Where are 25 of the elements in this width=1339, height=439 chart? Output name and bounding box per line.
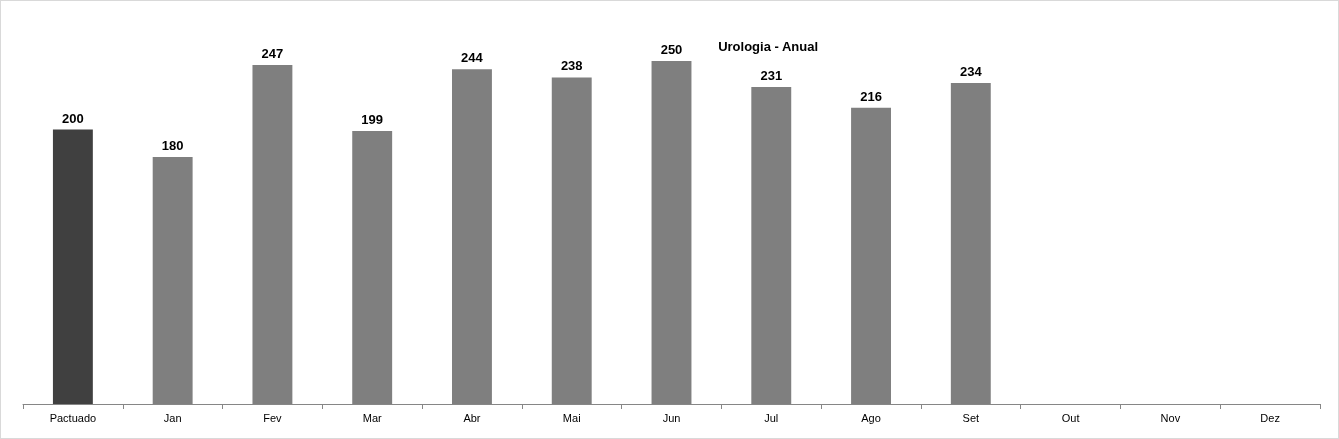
x-tick-label: Dez	[1260, 411, 1280, 424]
data-label: 234	[959, 63, 983, 79]
data-label: 216	[860, 88, 882, 104]
data-label: 247	[261, 46, 284, 62]
data-label: 180	[161, 138, 184, 154]
chart-title: Urologia - Anual	[718, 39, 819, 54]
x-tick-label: Jun	[662, 411, 681, 424]
x-tick-label: Jul	[764, 411, 779, 424]
data-label: 238	[560, 58, 583, 74]
x-tick-label: Jan	[163, 411, 182, 424]
x-tick-label: Nov	[1160, 411, 1181, 424]
data-label: 231	[760, 68, 783, 84]
x-tick-label: Mai	[562, 411, 581, 424]
data-label: 250	[660, 42, 683, 57]
bar	[52, 129, 93, 404]
x-tick-label: Abr	[463, 411, 481, 424]
x-tick-label: Out	[1061, 411, 1080, 424]
x-tick-label: Fev	[263, 411, 283, 424]
data-label: 199	[361, 111, 384, 127]
data-label: 200	[62, 110, 84, 126]
x-tick-label: Pactuado	[49, 411, 97, 424]
x-tick-label: Set	[962, 411, 980, 424]
x-tick-label: Mar	[362, 411, 382, 424]
x-tick-label: Ago	[861, 411, 881, 424]
data-label: 244	[461, 50, 484, 66]
